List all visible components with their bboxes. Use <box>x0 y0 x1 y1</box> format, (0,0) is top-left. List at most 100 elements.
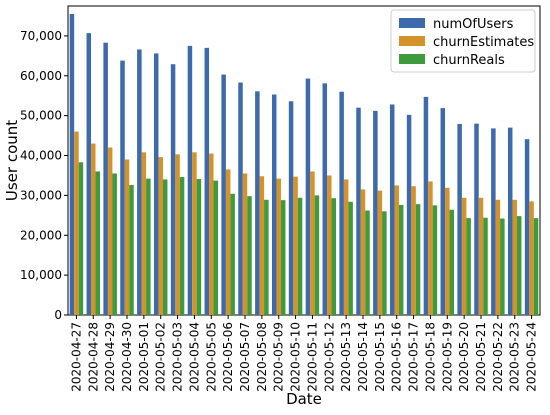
bar-churnEstimates <box>74 131 79 315</box>
bar-churnReals <box>348 201 353 315</box>
x-tick-label: 2020-04-29 <box>103 322 117 392</box>
x-tick-label: 2020-05-21 <box>474 322 488 392</box>
bar-churnEstimates <box>495 199 501 315</box>
bar-churnEstimates <box>91 143 96 315</box>
bar-churnReals <box>196 179 202 315</box>
bar-numOfUsers <box>356 107 361 316</box>
x-tick-label: 2020-05-05 <box>204 322 218 392</box>
legend-swatch-churnReals <box>399 54 425 64</box>
x-tick-label: 2020-05-17 <box>407 322 421 392</box>
bar-numOfUsers <box>457 124 462 315</box>
x-tick-label: 2020-05-19 <box>440 322 454 392</box>
bar-churnEstimates <box>327 175 332 315</box>
bar-churnReals <box>382 211 387 315</box>
y-tick-label: 50,000 <box>20 109 62 123</box>
bar-churnReals <box>314 195 320 315</box>
bar-numOfUsers <box>238 82 243 315</box>
x-tick-label: 2020-04-28 <box>86 322 100 392</box>
bar-churnReals <box>146 178 151 315</box>
bar-churnReals <box>230 193 235 315</box>
bar-churnEstimates <box>377 190 383 315</box>
x-tick-label: 2020-05-06 <box>221 322 235 392</box>
bar-churnEstimates <box>107 147 113 315</box>
bar-churnEstimates <box>428 181 433 315</box>
bar-churnEstimates <box>209 153 214 315</box>
bar-numOfUsers <box>406 114 412 315</box>
x-tick-label: 2020-04-30 <box>120 322 134 392</box>
bar-numOfUsers <box>153 53 159 316</box>
bar-numOfUsers <box>221 74 226 315</box>
x-tick-label: 2020-05-24 <box>525 322 539 392</box>
x-axis-ticks: 2020-04-27 2020-04-28 2020-04-29 2020-04-30… <box>69 315 539 392</box>
bar-churnReals <box>112 173 117 315</box>
bar-numOfUsers <box>271 94 277 315</box>
bar-numOfUsers <box>137 49 142 316</box>
bar-churnReals <box>432 205 438 315</box>
bar-numOfUsers <box>491 128 496 315</box>
bar-numOfUsers <box>170 64 176 316</box>
x-tick-label: 2020-05-13 <box>339 322 353 392</box>
bar-churnEstimates <box>124 159 130 315</box>
bar-churnReals <box>331 198 337 315</box>
y-tick-label: 10,000 <box>20 268 62 282</box>
y-axis-title: User count <box>3 120 21 201</box>
x-tick-label: 2020-05-09 <box>272 322 286 392</box>
y-axis-ticks: 0 10,000 20,000 30,000 40,000 50,000 60,000 70,… <box>20 29 68 322</box>
bar-numOfUsers <box>339 91 344 315</box>
bar-churnReals <box>247 196 252 315</box>
legend-label-churnEstimates: churnEstimates <box>433 35 534 50</box>
bar-churnReals <box>483 217 488 315</box>
bar-numOfUsers <box>440 108 446 316</box>
x-tick-label: 2020-04-27 <box>69 322 83 392</box>
x-tick-label: 2020-05-15 <box>373 322 387 392</box>
bar-numOfUsers <box>373 110 378 315</box>
bar-churnEstimates <box>512 199 517 315</box>
bar-churnEstimates <box>225 169 231 315</box>
bar-numOfUsers <box>86 33 92 316</box>
bar-churnEstimates <box>445 187 450 315</box>
y-tick-label: 60,000 <box>20 69 62 83</box>
legend: numOfUsers churnEstimates churnReals <box>390 9 536 73</box>
bar-numOfUsers <box>288 101 294 315</box>
bar-churnEstimates <box>343 179 349 315</box>
bar-numOfUsers <box>322 83 328 316</box>
legend-box <box>390 9 536 73</box>
bar-churnEstimates <box>259 176 265 315</box>
bar-numOfUsers <box>507 127 513 316</box>
bar-numOfUsers <box>120 60 125 315</box>
bar-churnEstimates <box>192 152 197 315</box>
x-tick-label: 2020-05-22 <box>491 322 505 392</box>
x-tick-label: 2020-05-10 <box>289 322 303 392</box>
bar-churnEstimates <box>175 154 180 315</box>
bar-churnReals <box>213 180 219 315</box>
y-tick-label: 70,000 <box>20 29 62 43</box>
bar-churnEstimates <box>158 157 163 315</box>
bar-churnReals <box>280 200 286 315</box>
x-tick-label: 2020-05-12 <box>322 322 336 392</box>
x-tick-label: 2020-05-02 <box>154 322 168 392</box>
bar-churnReals <box>365 210 370 315</box>
plot-frame <box>67 5 541 316</box>
x-axis-title: Date <box>286 390 322 408</box>
bar-churnReals <box>129 185 134 315</box>
y-tick-label: 30,000 <box>20 188 62 202</box>
x-tick-label: 2020-05-01 <box>137 322 151 392</box>
bar-numOfUsers <box>69 13 75 316</box>
bar-churnReals <box>449 209 455 315</box>
bar-churnEstimates <box>360 189 366 315</box>
bar-churnReals <box>533 218 539 315</box>
x-tick-label: 2020-05-20 <box>457 322 471 392</box>
bar-churnEstimates <box>461 197 467 315</box>
bar-numOfUsers <box>389 104 395 315</box>
bar-numOfUsers <box>204 47 210 316</box>
x-tick-label: 2020-05-07 <box>238 322 252 392</box>
x-tick-label: 2020-05-11 <box>305 322 319 392</box>
x-tick-label: 2020-05-03 <box>171 322 185 392</box>
bar-churnEstimates <box>394 185 399 315</box>
bar-churnEstimates <box>478 197 484 315</box>
x-tick-label: 2020-05-16 <box>390 322 404 392</box>
legend-swatch-numOfUsers <box>399 18 425 28</box>
bar-numOfUsers <box>305 78 311 316</box>
bar-churnReals <box>415 204 421 315</box>
